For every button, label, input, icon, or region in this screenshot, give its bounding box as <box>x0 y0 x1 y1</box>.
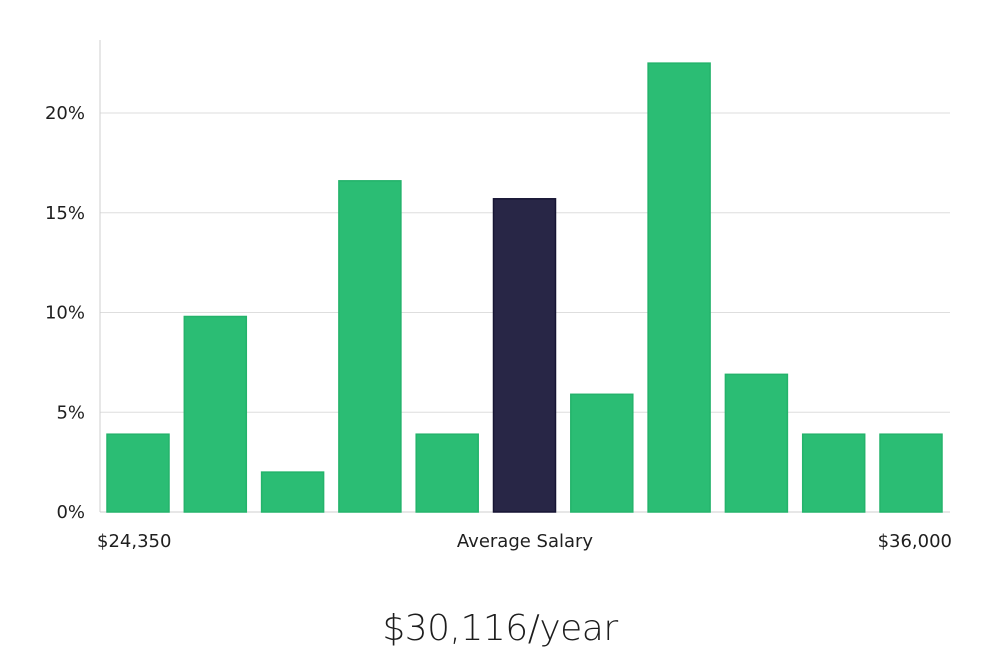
bar <box>260 471 325 513</box>
y-tick-label: 20% <box>45 103 85 124</box>
bar <box>879 433 943 513</box>
bars <box>106 62 943 513</box>
bar <box>801 433 866 513</box>
bar <box>724 373 789 513</box>
bar <box>338 180 402 513</box>
bar-highlight-average <box>492 198 557 513</box>
average-salary-value: $30,116/year <box>382 608 618 649</box>
bar <box>183 315 248 513</box>
y-axis-ticks: 0% 5% 10% 15% 20% <box>45 103 85 523</box>
bar <box>415 433 479 513</box>
y-tick-label: 5% <box>56 402 85 423</box>
bar <box>647 62 711 513</box>
y-tick-label: 0% <box>56 502 85 523</box>
y-tick-label: 15% <box>45 203 85 224</box>
salary-distribution-chart: 0% 5% 10% 15% 20% $24,350 Average Salary $36… <box>45 40 952 552</box>
y-tick-label: 10% <box>45 303 85 324</box>
bar <box>570 393 634 513</box>
bar <box>106 433 170 513</box>
x-axis-min-label: $24,350 <box>97 531 171 552</box>
x-axis-title: Average Salary <box>457 531 594 552</box>
x-axis-max-label: $36,000 <box>878 531 952 552</box>
